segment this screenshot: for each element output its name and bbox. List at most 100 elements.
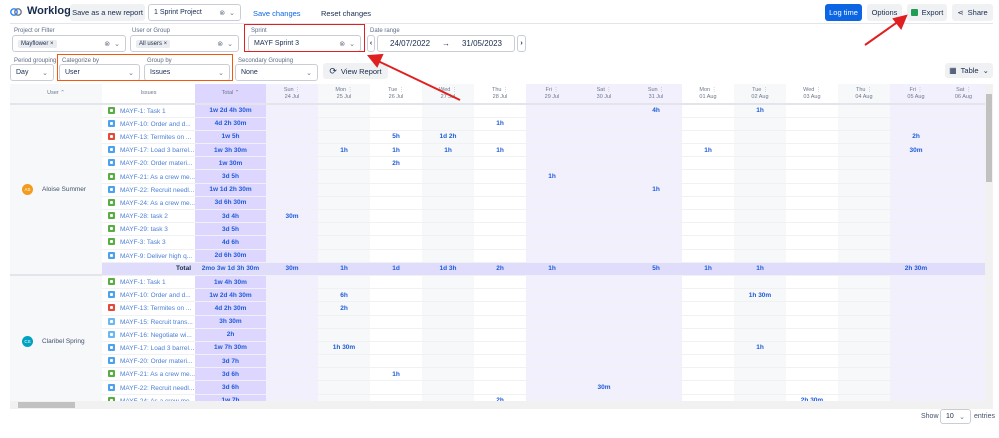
worklog-cell[interactable]: 1d 2h: [422, 130, 474, 145]
worklog-cell[interactable]: [578, 328, 630, 342]
column-header-day[interactable]: Sun ⋮ 31 Jul: [630, 84, 682, 105]
worklog-cell[interactable]: [630, 288, 682, 303]
worklog-cell[interactable]: [942, 341, 985, 356]
secondary-grouping-select[interactable]: None ⌄: [235, 64, 318, 81]
worklog-cell[interactable]: [630, 235, 682, 250]
user-chip[interactable]: All users ×: [136, 39, 171, 48]
worklog-cell[interactable]: [266, 183, 318, 197]
worklog-cell[interactable]: [734, 380, 786, 395]
worklog-cell[interactable]: [734, 249, 786, 263]
worklog-cell[interactable]: [370, 288, 422, 303]
worklog-cell[interactable]: [838, 394, 890, 401]
issue-cell[interactable]: MAYF-29: task 3: [102, 222, 195, 237]
worklog-cell[interactable]: [682, 341, 734, 356]
issue-link[interactable]: MAYF-28: task 2: [120, 213, 168, 221]
worklog-cell[interactable]: [474, 301, 526, 316]
worklog-cell[interactable]: 1h: [734, 341, 786, 356]
worklog-cell[interactable]: 1h: [370, 367, 422, 382]
worklog-cell[interactable]: [318, 354, 370, 369]
worklog-cell[interactable]: 2h: [370, 156, 422, 171]
vertical-scroll-thumb[interactable]: [986, 94, 992, 182]
issue-cell[interactable]: MAYF-10: Order and d...: [102, 288, 195, 303]
issue-cell[interactable]: MAYF-13: Termites on ...: [102, 130, 195, 145]
worklog-cell[interactable]: [890, 354, 942, 369]
worklog-cell[interactable]: [370, 196, 422, 211]
worklog-cell[interactable]: [474, 169, 526, 184]
worklog-cell[interactable]: [318, 222, 370, 237]
worklog-cell[interactable]: 1h: [682, 143, 734, 158]
worklog-cell[interactable]: [786, 288, 838, 303]
report-select[interactable]: 1 Sprint Project ⊗ ⌄: [148, 4, 241, 21]
worklog-cell[interactable]: [526, 249, 578, 263]
worklog-cell[interactable]: [266, 235, 318, 250]
worklog-cell[interactable]: [630, 196, 682, 211]
worklog-cell[interactable]: [526, 394, 578, 401]
worklog-cell[interactable]: [786, 301, 838, 316]
worklog-cell[interactable]: [422, 367, 474, 382]
worklog-cell[interactable]: [838, 275, 890, 290]
issue-cell[interactable]: MAYF-9: Deliver high q...: [102, 249, 195, 263]
worklog-cell[interactable]: [630, 169, 682, 184]
worklog-cell[interactable]: [318, 117, 370, 131]
issue-cell[interactable]: MAYF-17: Load 3 barrel...: [102, 143, 195, 158]
issue-link[interactable]: MAYF-21: As a crew me...: [120, 173, 195, 181]
worklog-cell[interactable]: [370, 183, 422, 197]
worklog-cell[interactable]: [734, 394, 786, 401]
worklog-cell[interactable]: [838, 354, 890, 369]
worklog-cell[interactable]: [526, 104, 578, 118]
save-as-new-report-button[interactable]: Save as a new report: [70, 4, 145, 21]
view-report-button[interactable]: ⟳ View Report: [323, 63, 388, 79]
worklog-cell[interactable]: [266, 288, 318, 303]
horizontal-scrollbar[interactable]: [10, 401, 993, 409]
worklog-cell[interactable]: 1h: [630, 183, 682, 197]
worklog-cell[interactable]: 2h: [474, 394, 526, 401]
share-button[interactable]: ⋖ Share: [952, 4, 993, 21]
worklog-cell[interactable]: [630, 275, 682, 290]
user-name[interactable]: Claribel Spring: [42, 338, 85, 346]
worklog-cell[interactable]: [474, 249, 526, 263]
issue-cell[interactable]: MAYF-24: As a crew me...: [102, 196, 195, 211]
worklog-cell[interactable]: [578, 354, 630, 369]
issue-link[interactable]: MAYF-24: As a crew me...: [120, 199, 195, 207]
worklog-cell[interactable]: [578, 249, 630, 263]
worklog-cell[interactable]: [734, 328, 786, 342]
clear-icon[interactable]: ⊗: [104, 40, 111, 48]
worklog-cell[interactable]: [682, 117, 734, 131]
worklog-cell[interactable]: [630, 367, 682, 382]
worklog-cell[interactable]: [318, 328, 370, 342]
worklog-cell[interactable]: 1h: [474, 143, 526, 158]
issue-link[interactable]: MAYF-15: Recruit trans...: [120, 318, 193, 326]
issue-cell[interactable]: MAYF-17: Load 3 barrel...: [102, 341, 195, 356]
view-mode-button[interactable]: ▦ Table ⌄: [945, 63, 993, 78]
worklog-cell[interactable]: [422, 288, 474, 303]
worklog-cell[interactable]: [474, 354, 526, 369]
worklog-cell[interactable]: [474, 275, 526, 290]
worklog-cell[interactable]: [422, 354, 474, 369]
worklog-cell[interactable]: [838, 196, 890, 211]
worklog-cell[interactable]: [474, 235, 526, 250]
worklog-cell[interactable]: 5h: [370, 130, 422, 145]
worklog-cell[interactable]: [422, 380, 474, 395]
worklog-cell[interactable]: [890, 209, 942, 224]
worklog-cell[interactable]: [266, 143, 318, 158]
worklog-cell[interactable]: [526, 301, 578, 316]
worklog-cell[interactable]: [890, 328, 942, 342]
issue-cell[interactable]: MAYF-20: Order materi...: [102, 156, 195, 171]
worklog-cell[interactable]: [734, 130, 786, 145]
worklog-cell[interactable]: [526, 196, 578, 211]
column-header-total[interactable]: Total ⌃: [195, 84, 266, 105]
worklog-cell[interactable]: [318, 130, 370, 145]
worklog-cell[interactable]: [370, 394, 422, 401]
worklog-cell[interactable]: [422, 169, 474, 184]
worklog-cell[interactable]: 2h: [318, 301, 370, 316]
issue-cell[interactable]: MAYF-21: As a crew me...: [102, 367, 195, 382]
issue-cell[interactable]: MAYF-24: As a crew me...: [102, 394, 195, 401]
column-header-day[interactable]: Tue ⋮ 26 Jul: [370, 84, 422, 105]
worklog-cell[interactable]: 1h: [526, 169, 578, 184]
date-prev-button[interactable]: ‹: [367, 35, 375, 52]
worklog-cell[interactable]: [838, 209, 890, 224]
worklog-cell[interactable]: [318, 315, 370, 329]
issue-link[interactable]: MAYF-10: Order and d...: [120, 120, 191, 128]
worklog-cell[interactable]: [786, 143, 838, 158]
worklog-cell[interactable]: [526, 328, 578, 342]
